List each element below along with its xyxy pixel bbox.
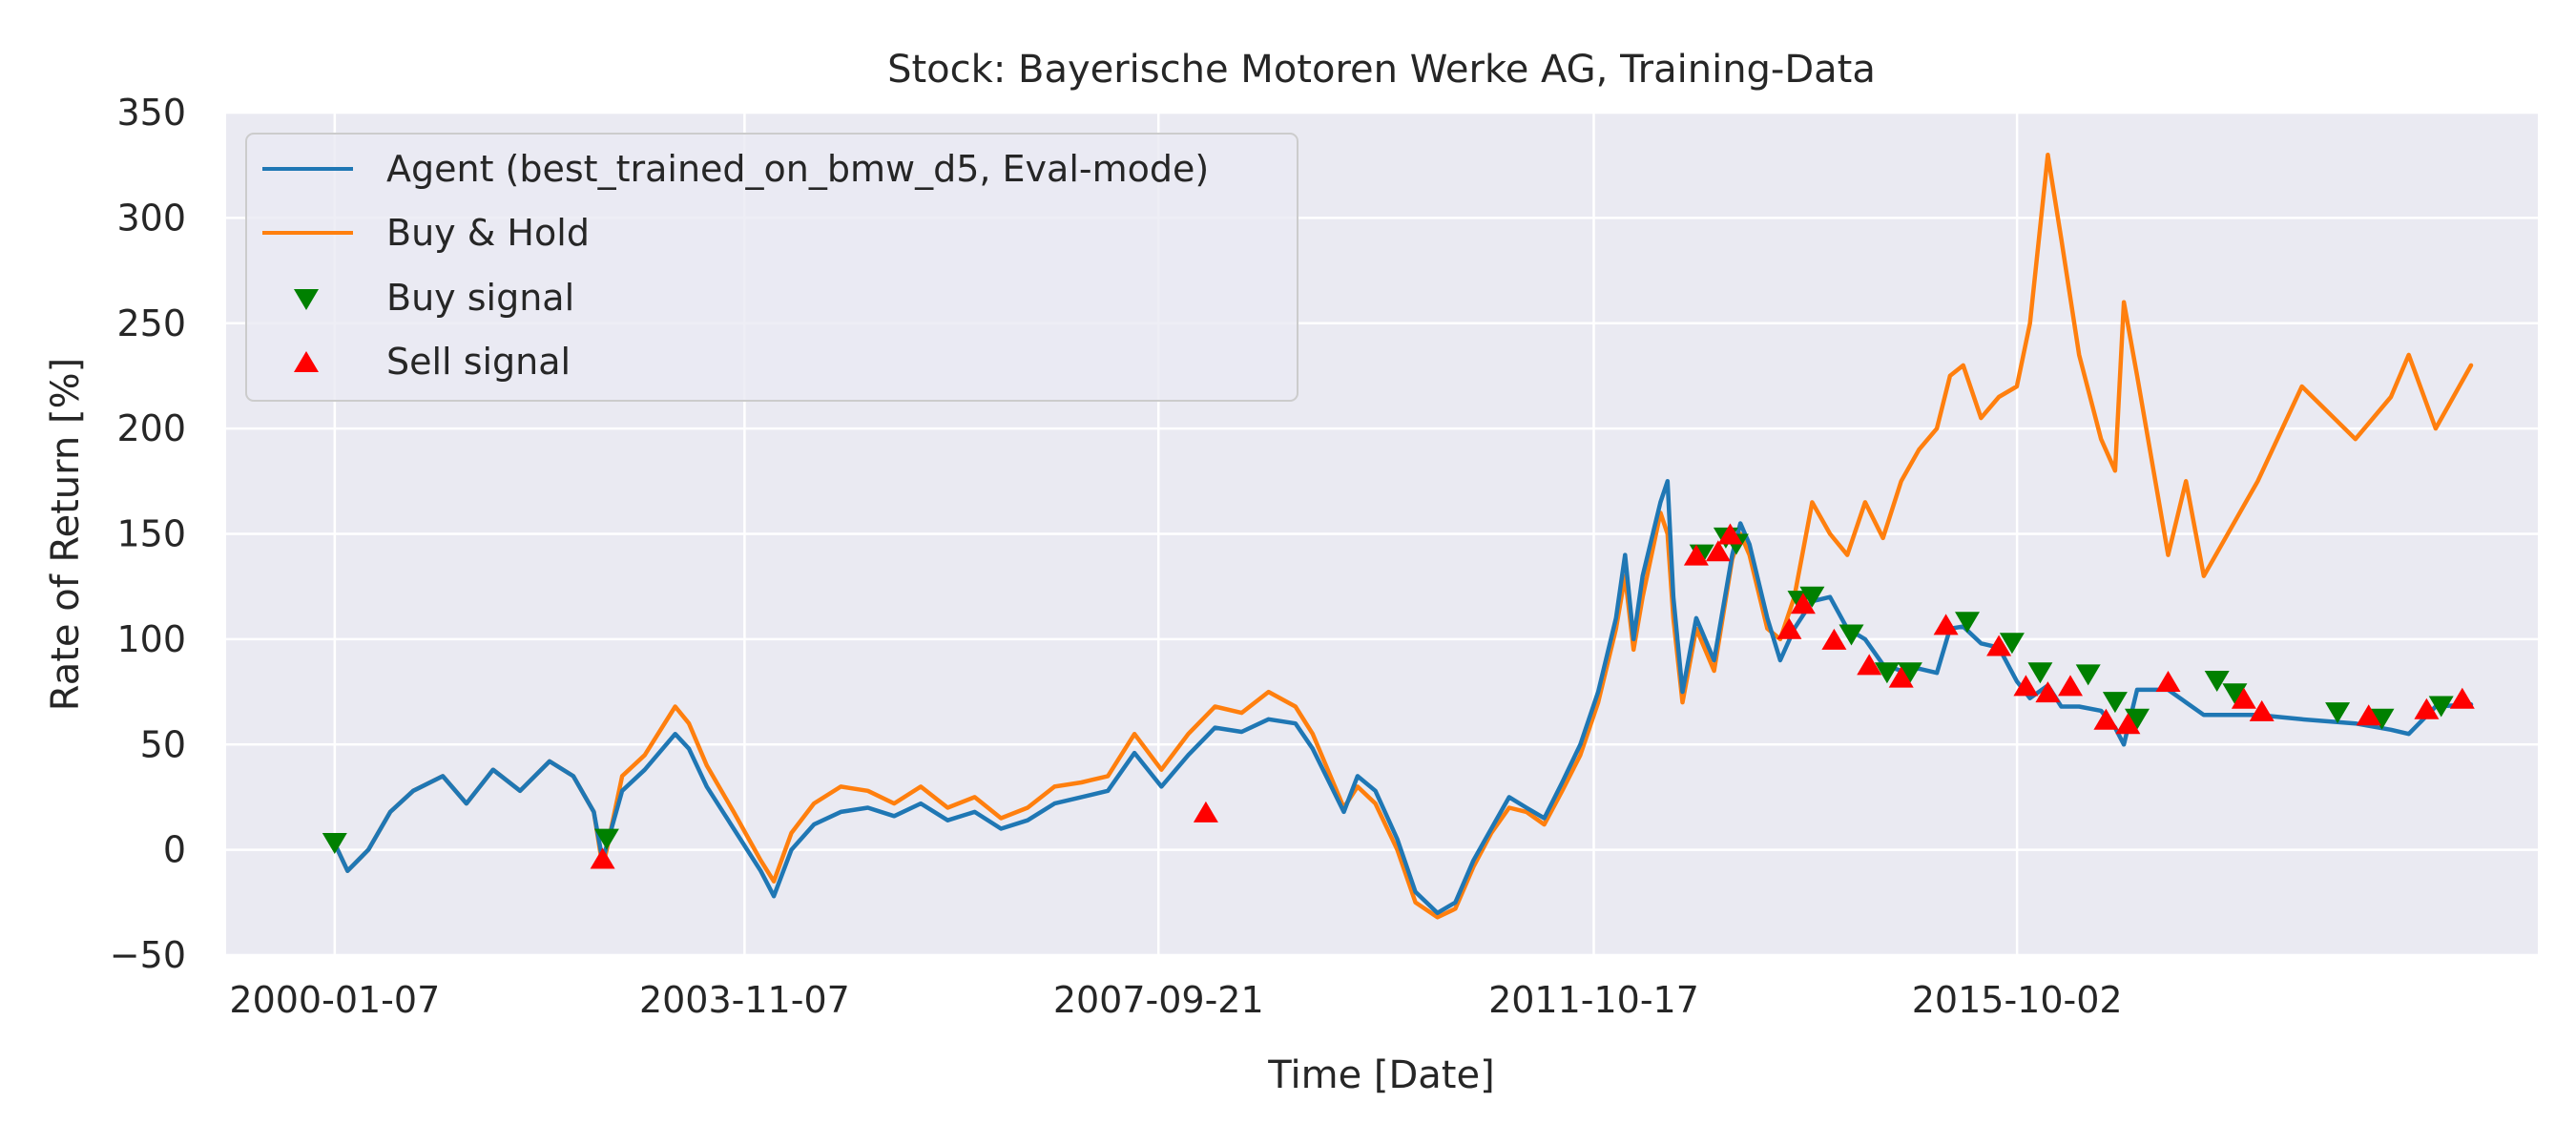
buy-signal-marker bbox=[2125, 708, 2150, 730]
y-tick-label: 200 bbox=[116, 407, 186, 449]
sell-signal-marker bbox=[2414, 697, 2440, 719]
buy-signal-marker bbox=[2428, 696, 2454, 718]
y-tick-label: 250 bbox=[116, 302, 186, 344]
sell-signal-marker bbox=[1193, 801, 1218, 822]
y-tick-label: −50 bbox=[110, 934, 186, 976]
legend-label-buy-hold: Buy & Hold bbox=[386, 212, 590, 254]
sell-signal-marker bbox=[2093, 708, 2119, 730]
sell-signal-marker bbox=[1717, 523, 1743, 545]
sell-signal-marker bbox=[1705, 540, 1731, 562]
x-tick-label: 2000-01-07 bbox=[229, 979, 440, 1021]
legend-label-agent: Agent (best_trained_on_bmw_d5, Eval-mode… bbox=[386, 148, 1209, 190]
buy-signal-marker bbox=[322, 833, 347, 854]
sell-signal-marker bbox=[1821, 628, 1847, 650]
sell-signal-marker bbox=[2013, 675, 2039, 697]
sell-signal-marker bbox=[1933, 614, 1959, 635]
sell-signal-marker bbox=[2035, 681, 2061, 703]
y-tick-label: 0 bbox=[163, 829, 186, 871]
buy-signal-marker bbox=[2075, 664, 2101, 686]
y-tick-label: 300 bbox=[116, 197, 186, 239]
y-tick-label: 50 bbox=[140, 723, 186, 765]
sell-signal-marker bbox=[590, 847, 615, 869]
buy-signal-marker bbox=[2204, 671, 2230, 692]
y-axis-label: Rate of Return [%] bbox=[44, 358, 88, 711]
sell-signal-marker bbox=[2115, 713, 2141, 735]
x-tick-label: 2015-10-02 bbox=[1912, 979, 2123, 1021]
sell-signal-marker bbox=[2231, 687, 2256, 709]
legend-label-sell-signal: Sell signal bbox=[386, 341, 571, 383]
markers-group bbox=[322, 523, 2475, 869]
buy-signal-marker bbox=[1955, 612, 1980, 634]
buy-signal-marker bbox=[1799, 586, 1825, 608]
legend: Agent (best_trained_on_bmw_d5, Eval-mode… bbox=[245, 133, 1298, 402]
sell-signal-marker bbox=[1790, 593, 1816, 614]
sell-signal-marker bbox=[2058, 675, 2083, 697]
buy-signal-marker bbox=[2102, 692, 2128, 714]
sell-signal-marker bbox=[2249, 699, 2275, 721]
y-tick-label: 350 bbox=[116, 92, 186, 134]
buy-signal-marker bbox=[2027, 662, 2053, 684]
series-line-buy-hold bbox=[332, 152, 2474, 920]
sell-signal-marker bbox=[1857, 654, 1882, 676]
buy-signal-marker bbox=[2369, 708, 2395, 730]
chart-title: Stock: Bayerische Motoren Werke AG, Trai… bbox=[887, 48, 1876, 92]
x-axis-label: Time [Date] bbox=[1267, 1053, 1494, 1097]
sell-signal-marker bbox=[1776, 617, 1802, 639]
buy-signal-marker bbox=[2325, 702, 2351, 724]
y-tick-label: 100 bbox=[116, 618, 186, 660]
buy-signal-marker bbox=[1839, 624, 1864, 646]
legend-marker-buy-signal bbox=[294, 289, 319, 310]
y-tick-label: 150 bbox=[116, 513, 186, 555]
x-tick-label: 2011-10-17 bbox=[1488, 979, 1699, 1021]
sell-signal-marker bbox=[1683, 544, 1709, 566]
sell-signal-marker bbox=[1986, 635, 2012, 656]
legend-label-buy-signal: Buy signal bbox=[386, 277, 574, 319]
buy-signal-marker bbox=[2222, 683, 2248, 705]
sell-signal-marker bbox=[2155, 671, 2181, 692]
x-tick-label: 2007-09-21 bbox=[1053, 979, 1264, 1021]
sell-signal-marker bbox=[2449, 687, 2475, 709]
legend-box bbox=[245, 133, 1298, 402]
buy-signal-marker bbox=[1999, 633, 2025, 655]
buy-signal-marker bbox=[1897, 662, 1922, 684]
sell-signal-marker bbox=[2356, 704, 2381, 726]
buy-signal-marker bbox=[1874, 662, 1900, 684]
legend-marker-sell-signal bbox=[294, 351, 319, 372]
tick-labels: −50 0 50 100 150 200 250 300 350 2000-01-07 2003-1… bbox=[110, 92, 2123, 1021]
x-tick-label: 2003-11-07 bbox=[639, 979, 850, 1021]
buy-signal-marker bbox=[593, 828, 619, 850]
sell-signal-marker bbox=[1888, 666, 1914, 688]
